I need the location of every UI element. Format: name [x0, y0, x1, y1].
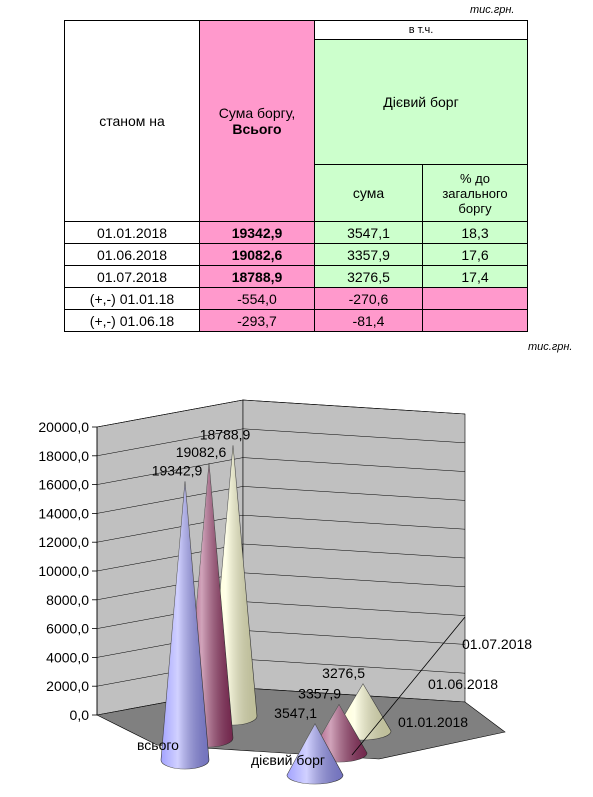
row-sum: 3547,1 — [314, 221, 423, 244]
depth-label: 01.07.2018 — [462, 636, 532, 652]
unit-label-bottom: тис.грн. — [528, 341, 573, 353]
header-date: станом на — [64, 20, 200, 222]
gridline — [96, 399, 466, 428]
table-row: (+,-) 01.06.18 -293,7 -81,4 — [64, 309, 528, 332]
depth-label: 01.06.2018 — [428, 676, 498, 692]
y-tick-label: 8000,0 — [46, 592, 89, 608]
row-date: (+,-) 01.06.18 — [64, 309, 200, 332]
row-date: 01.01.2018 — [64, 221, 200, 244]
y-tick-label: 2000,0 — [46, 678, 89, 694]
depth-label: 01.01.2018 — [398, 714, 468, 730]
row-total: 19082,6 — [199, 243, 315, 266]
header-total: Сума боргу, Всього — [199, 20, 315, 222]
row-sum: 3276,5 — [314, 265, 423, 288]
row-total: -554,0 — [199, 287, 315, 310]
y-tick-label: 14000,0 — [38, 505, 89, 521]
cone-shade — [161, 481, 209, 769]
row-total: 19342,9 — [199, 221, 315, 244]
row-pct: 18,3 — [422, 221, 528, 244]
table-row: 01.01.2018 19342,9 3547,1 18,3 — [64, 221, 528, 244]
header-pct-line2: загального — [442, 185, 508, 201]
header-incl: в т.ч. — [314, 20, 528, 40]
data-label: 3276,5 — [322, 665, 365, 681]
y-tick-label: 16000,0 — [38, 477, 89, 493]
x-category-label: всього — [137, 737, 179, 753]
header-active-debt: Дієвий борг — [314, 39, 528, 165]
row-date: 01.07.2018 — [64, 265, 200, 288]
gridline — [96, 543, 466, 572]
row-sum: -270,6 — [314, 287, 423, 310]
y-tick-label: 18000,0 — [38, 448, 89, 464]
header-sum: сума — [314, 164, 423, 222]
gridline — [96, 514, 466, 543]
header-total-line1: Сума боргу, — [218, 105, 296, 121]
data-label: 19082,6 — [176, 444, 227, 460]
cone-shade — [287, 723, 343, 784]
table-row: (+,-) 01.01.18 -554,0 -270,6 — [64, 287, 528, 310]
row-sum: -81,4 — [314, 309, 423, 332]
header-pct-line3: боргу — [458, 200, 492, 216]
header-pct-line1: % до — [460, 170, 490, 186]
gridline — [96, 428, 466, 457]
debt-table: станом на Сума боргу, Всього в т.ч. Дієв… — [64, 20, 528, 332]
y-tick-label: 20000,0 — [38, 419, 89, 435]
row-pct: 17,6 — [422, 243, 528, 266]
row-date: (+,-) 01.01.18 — [64, 287, 200, 310]
data-label: 19342,9 — [152, 462, 203, 478]
row-pct — [422, 309, 528, 332]
y-tick-label: 10000,0 — [38, 563, 89, 579]
y-tick-label: 0,0 — [70, 707, 90, 723]
data-label: 18788,9 — [200, 426, 251, 442]
data-label: 3357,9 — [298, 686, 341, 702]
row-total: 18788,9 — [199, 265, 315, 288]
y-tick-label: 4000,0 — [46, 649, 89, 665]
row-pct: 17,4 — [422, 265, 528, 288]
row-total: -293,7 — [199, 309, 315, 332]
y-tick-label: 12000,0 — [38, 534, 89, 550]
unit-label-top: тис.грн. — [470, 4, 515, 16]
x-category-label: дієвий борг — [251, 752, 325, 768]
y-tick-label: 6000,0 — [46, 621, 89, 637]
gridline — [96, 486, 466, 514]
row-date: 01.06.2018 — [64, 243, 200, 266]
row-sum: 3357,9 — [314, 243, 423, 266]
table-row: 01.06.2018 19082,6 3357,9 17,6 — [64, 243, 528, 266]
depth-axis-line — [351, 616, 466, 756]
header-pct: % до загального боргу — [422, 164, 528, 222]
table-row: 01.07.2018 18788,9 3276,5 17,4 — [64, 265, 528, 288]
row-pct — [422, 287, 528, 310]
cone-chart: 0,0 2000,0 4000,0 6000,0 8000,0 10000,0 12000,… — [38, 399, 532, 785]
gridline — [96, 457, 466, 485]
header-total-line2: Всього — [232, 121, 282, 137]
data-label: 3547,1 — [274, 705, 317, 721]
